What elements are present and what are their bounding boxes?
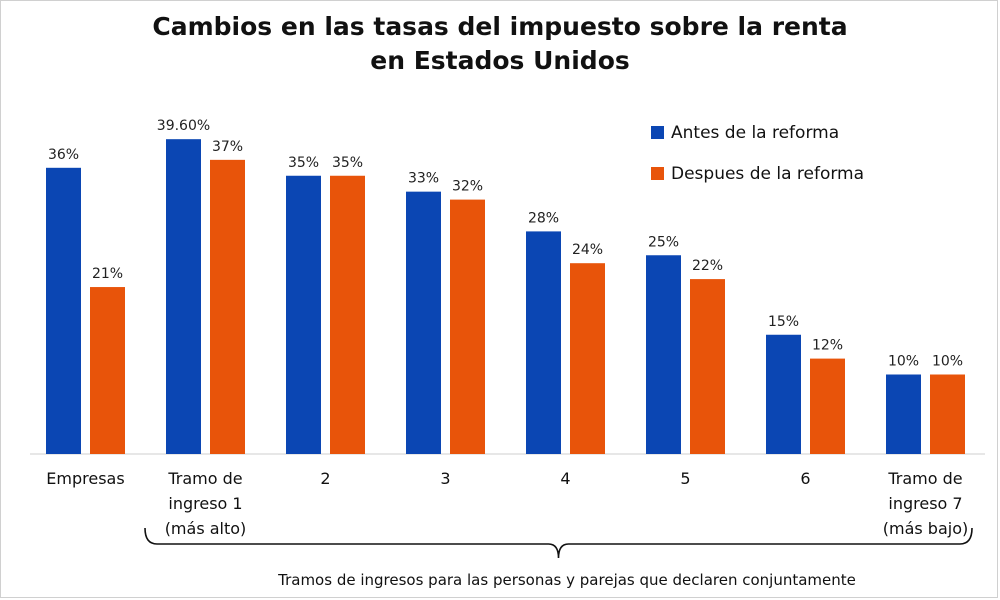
bar-antes-3 xyxy=(406,191,441,454)
data-label-despues-4: 24% xyxy=(572,242,603,258)
data-label-antes-7: 10% xyxy=(888,354,919,370)
legend-swatch-despues xyxy=(651,167,664,180)
bar-despues-3 xyxy=(450,199,485,454)
bar-despues-7 xyxy=(930,374,965,454)
category-label-1-line-0: Tramo de xyxy=(167,469,242,488)
bar-despues-0 xyxy=(90,287,125,454)
data-label-antes-4: 28% xyxy=(528,210,559,226)
data-label-despues-1: 37% xyxy=(212,139,243,155)
bar-antes-0 xyxy=(46,167,81,455)
chart-title-line-1: Cambios en las tasas del impuesto sobre … xyxy=(152,12,848,41)
data-label-despues-7: 10% xyxy=(932,354,963,370)
category-label-4: 4 xyxy=(560,469,570,488)
data-label-despues-0: 21% xyxy=(92,266,123,282)
data-label-antes-3: 33% xyxy=(408,171,439,187)
bar-despues-4 xyxy=(570,263,605,454)
data-label-antes-5: 25% xyxy=(648,234,679,250)
bar-antes-7 xyxy=(886,374,921,454)
bar-antes-6 xyxy=(766,334,801,454)
category-label-3: 3 xyxy=(440,469,450,488)
bar-antes-4 xyxy=(526,231,561,454)
legend-label-antes: Antes de la reforma xyxy=(671,123,839,143)
category-label-1-line-2: (más alto) xyxy=(165,519,247,538)
category-label-2: 2 xyxy=(320,469,330,488)
category-label-1-line-1: ingreso 1 xyxy=(168,494,242,513)
category-label-0: Empresas xyxy=(46,469,124,488)
data-label-despues-6: 12% xyxy=(812,338,843,354)
data-label-antes-0: 36% xyxy=(48,147,79,163)
data-label-antes-6: 15% xyxy=(768,314,799,330)
data-label-despues-3: 32% xyxy=(452,179,483,195)
chart-title-line-2: en Estados Unidos xyxy=(370,46,630,75)
category-label-6: 6 xyxy=(800,469,810,488)
category-label-7-line-2: (más bajo) xyxy=(883,519,969,538)
x-axis-label: Tramos de ingresos para las personas y p… xyxy=(277,571,856,589)
bar-despues-6 xyxy=(810,358,845,454)
data-label-antes-1: 39.60% xyxy=(157,118,210,134)
category-label-5: 5 xyxy=(680,469,690,488)
brace-bracket xyxy=(144,527,973,559)
data-label-antes-2: 35% xyxy=(288,155,319,171)
legend-swatch-antes xyxy=(651,126,664,139)
legend-label-despues: Despues de la reforma xyxy=(671,164,864,184)
category-label-7-line-1: ingreso 7 xyxy=(888,494,962,513)
bar-antes-5 xyxy=(646,255,681,454)
bar-despues-2 xyxy=(330,175,365,454)
data-label-despues-5: 22% xyxy=(692,258,723,274)
category-label-7-line-0: Tramo de xyxy=(887,469,962,488)
data-label-despues-2: 35% xyxy=(332,155,363,171)
bar-despues-5 xyxy=(690,279,725,454)
bar-antes-2 xyxy=(286,175,321,454)
bar-antes-1 xyxy=(166,139,201,454)
bar-despues-1 xyxy=(210,159,245,454)
